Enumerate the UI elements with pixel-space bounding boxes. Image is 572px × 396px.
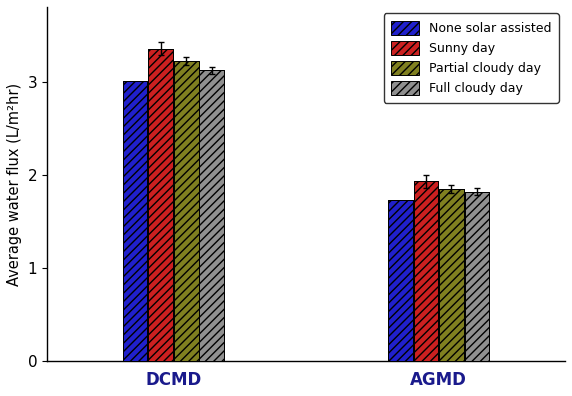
Bar bbox=[388, 200, 412, 361]
Bar bbox=[439, 189, 464, 361]
Y-axis label: Average water flux (L/m²hr): Average water flux (L/m²hr) bbox=[7, 83, 22, 286]
Bar bbox=[148, 49, 173, 361]
Bar bbox=[414, 181, 438, 361]
Bar bbox=[464, 192, 489, 361]
Bar bbox=[174, 61, 198, 361]
Bar bbox=[464, 192, 489, 361]
Bar bbox=[148, 49, 173, 361]
Bar bbox=[414, 181, 438, 361]
Bar bbox=[123, 81, 148, 361]
Bar bbox=[200, 70, 224, 361]
Bar bbox=[174, 61, 198, 361]
Bar bbox=[123, 81, 148, 361]
Bar bbox=[388, 200, 412, 361]
Bar bbox=[200, 70, 224, 361]
Bar bbox=[439, 189, 464, 361]
Legend: None solar assisted, Sunny day, Partial cloudy day, Full cloudy day: None solar assisted, Sunny day, Partial … bbox=[384, 13, 559, 103]
